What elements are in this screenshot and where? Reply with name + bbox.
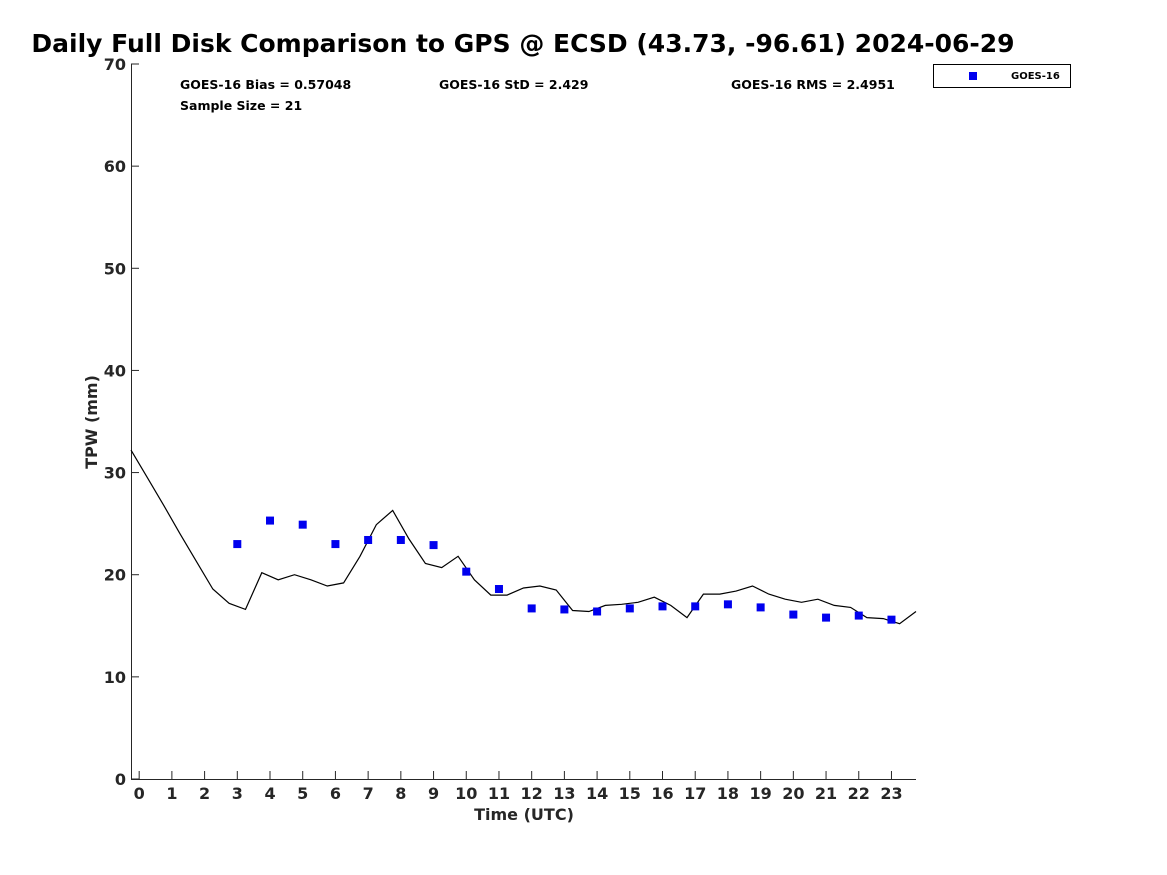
stat-bias: GOES-16 Bias = 0.57048 bbox=[180, 77, 351, 92]
goes16-point bbox=[298, 520, 307, 529]
x-tick-label: 21 bbox=[815, 784, 837, 803]
x-tick-label: 16 bbox=[651, 784, 673, 803]
goes16-point bbox=[494, 585, 503, 594]
legend-box bbox=[933, 64, 1071, 88]
x-tick-label: 10 bbox=[455, 784, 477, 803]
x-tick-label: 7 bbox=[363, 784, 374, 803]
x-tick-label: 19 bbox=[750, 784, 772, 803]
x-tick-label: 8 bbox=[395, 784, 406, 803]
x-tick-label: 13 bbox=[553, 784, 575, 803]
goes16-point bbox=[233, 540, 242, 549]
goes16-point bbox=[462, 567, 471, 576]
y-tick-label: 10 bbox=[104, 668, 126, 687]
x-tick-label: 18 bbox=[717, 784, 739, 803]
x-tick-label: 20 bbox=[782, 784, 804, 803]
x-tick-label: 23 bbox=[880, 784, 902, 803]
x-tick-label: 15 bbox=[619, 784, 641, 803]
goes16-point bbox=[593, 607, 602, 616]
y-tick-label: 0 bbox=[115, 770, 126, 789]
y-tick-label: 30 bbox=[104, 464, 126, 483]
goes16-point bbox=[527, 604, 536, 613]
x-tick-label: 3 bbox=[232, 784, 243, 803]
goes16-point bbox=[364, 535, 373, 544]
y-axis-label: TPW (mm) bbox=[82, 375, 101, 469]
x-tick-label: 6 bbox=[330, 784, 341, 803]
x-axis-label: Time (UTC) bbox=[474, 805, 574, 824]
x-tick-label: 4 bbox=[264, 784, 275, 803]
goes16-point bbox=[789, 610, 798, 619]
goes16-point bbox=[822, 613, 831, 622]
y-tick-label: 70 bbox=[104, 55, 126, 74]
x-tick-label: 0 bbox=[134, 784, 145, 803]
goes16-point bbox=[756, 603, 765, 612]
x-tick-label: 22 bbox=[848, 784, 870, 803]
stat-std: GOES-16 StD = 2.429 bbox=[439, 77, 588, 92]
goes16-point bbox=[429, 541, 438, 550]
y-tick-label: 50 bbox=[104, 259, 126, 278]
x-tick-label: 11 bbox=[488, 784, 510, 803]
y-tick-label: 60 bbox=[104, 157, 126, 176]
x-tick-label: 17 bbox=[684, 784, 706, 803]
goes16-point bbox=[396, 535, 405, 544]
goes16-point bbox=[331, 540, 340, 549]
goes16-point bbox=[658, 602, 667, 611]
legend-marker-goes16 bbox=[969, 72, 977, 80]
stat-sample-size: Sample Size = 21 bbox=[180, 98, 302, 113]
x-tick-label: 1 bbox=[166, 784, 177, 803]
x-tick-label: 5 bbox=[297, 784, 308, 803]
goes16-point bbox=[723, 600, 732, 609]
goes16-point bbox=[266, 516, 275, 525]
goes16-point bbox=[691, 602, 700, 611]
goes16-point bbox=[625, 604, 634, 613]
goes16-point bbox=[560, 605, 569, 614]
gps-series-line bbox=[130, 449, 917, 625]
x-tick-label: 9 bbox=[428, 784, 439, 803]
chart-title: Daily Full Disk Comparison to GPS @ ECSD… bbox=[31, 29, 1014, 58]
goes16-point bbox=[854, 611, 863, 620]
y-tick-label: 40 bbox=[104, 361, 126, 380]
x-tick-label: 12 bbox=[521, 784, 543, 803]
x-tick-label: 14 bbox=[586, 784, 608, 803]
legend-label-goes16: GOES-16 bbox=[1011, 71, 1060, 82]
legend: GOES-16 bbox=[933, 64, 1071, 88]
stat-rms: GOES-16 RMS = 2.4951 bbox=[731, 77, 895, 92]
x-tick-label: 2 bbox=[199, 784, 210, 803]
goes16-point bbox=[887, 615, 896, 624]
y-tick-label: 20 bbox=[104, 566, 126, 585]
